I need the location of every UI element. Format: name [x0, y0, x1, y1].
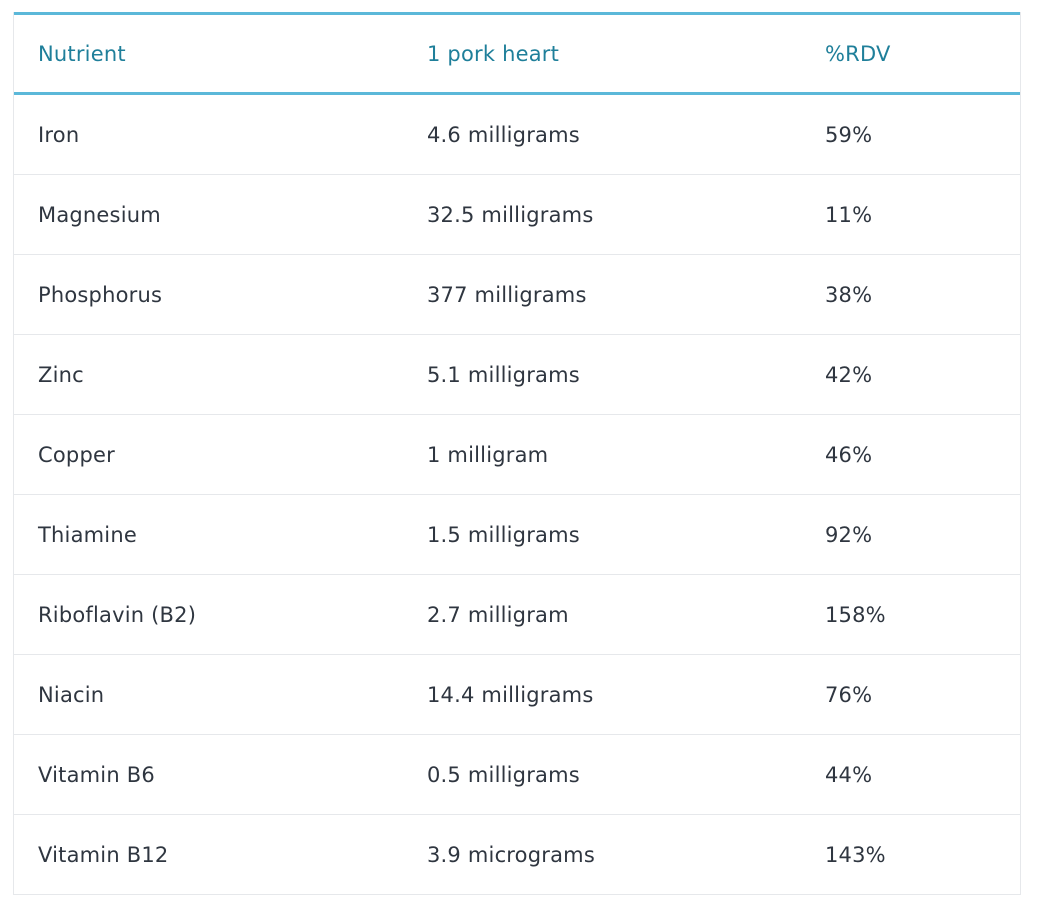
- nutrient-cell: Zinc: [38, 362, 84, 387]
- header-nutrient: Nutrient: [38, 41, 126, 66]
- amount-cell: 4.6 milligrams: [427, 122, 580, 147]
- table-row: Magnesium 32.5 milligrams 11%: [14, 175, 1020, 255]
- rdv-cell: 59%: [825, 122, 873, 147]
- table-row: Riboflavin (B2) 2.7 milligram 158%: [14, 575, 1020, 655]
- rdv-cell: 92%: [825, 522, 873, 547]
- rdv-cell: 143%: [825, 842, 886, 867]
- nutrient-cell: Copper: [38, 442, 115, 467]
- rdv-cell: 11%: [825, 202, 873, 227]
- table-row: Zinc 5.1 milligrams 42%: [14, 335, 1020, 415]
- rdv-cell: 44%: [825, 762, 873, 787]
- nutrient-cell: Magnesium: [38, 202, 161, 227]
- amount-cell: 0.5 milligrams: [427, 762, 580, 787]
- table-row: Thiamine 1.5 milligrams 92%: [14, 495, 1020, 575]
- amount-cell: 1 milligram: [427, 442, 549, 467]
- nutrient-cell: Vitamin B12: [38, 842, 169, 867]
- amount-cell: 1.5 milligrams: [427, 522, 580, 547]
- nutrient-cell: Vitamin B6: [38, 762, 155, 787]
- amount-cell: 377 milligrams: [427, 282, 587, 307]
- amount-cell: 5.1 milligrams: [427, 362, 580, 387]
- table-row: Niacin 14.4 milligrams 76%: [14, 655, 1020, 735]
- nutrient-cell: Niacin: [38, 682, 105, 707]
- table-row: Copper 1 milligram 46%: [14, 415, 1020, 495]
- nutrient-cell: Iron: [38, 122, 80, 147]
- table-header-row: Nutrient 1 pork heart %RDV: [14, 12, 1020, 95]
- nutrient-cell: Phosphorus: [38, 282, 163, 307]
- table-row: Vitamin B6 0.5 milligrams 44%: [14, 735, 1020, 815]
- nutrient-table: Nutrient 1 pork heart %RDV Iron 4.6 mill…: [13, 12, 1021, 895]
- header-rdv: %RDV: [825, 41, 891, 66]
- amount-cell: 2.7 milligram: [427, 602, 569, 627]
- table-row: Vitamin B12 3.9 micrograms 143%: [14, 815, 1020, 895]
- rdv-cell: 46%: [825, 442, 873, 467]
- nutrient-cell: Thiamine: [38, 522, 137, 547]
- rdv-cell: 76%: [825, 682, 873, 707]
- amount-cell: 3.9 micrograms: [427, 842, 595, 867]
- rdv-cell: 38%: [825, 282, 873, 307]
- header-amount: 1 pork heart: [427, 41, 560, 66]
- table-row: Phosphorus 377 milligrams 38%: [14, 255, 1020, 335]
- rdv-cell: 42%: [825, 362, 873, 387]
- nutrient-cell: Riboflavin (B2): [38, 602, 197, 627]
- amount-cell: 32.5 milligrams: [427, 202, 594, 227]
- amount-cell: 14.4 milligrams: [427, 682, 594, 707]
- rdv-cell: 158%: [825, 602, 886, 627]
- table-row: Iron 4.6 milligrams 59%: [14, 95, 1020, 175]
